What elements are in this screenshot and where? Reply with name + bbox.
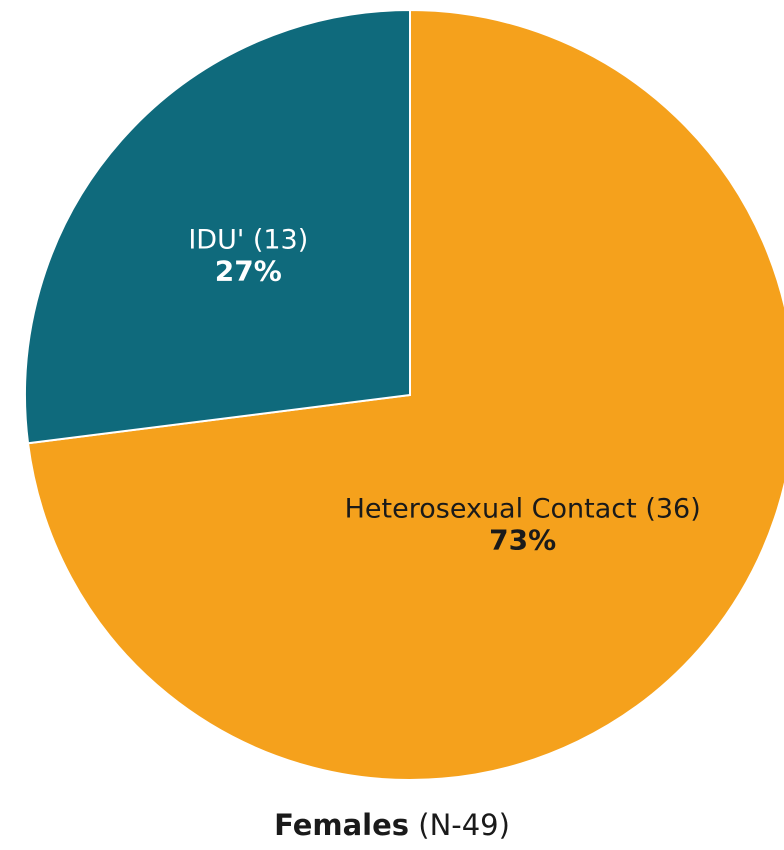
chart-caption: Females (N-49) xyxy=(0,808,784,842)
caption-sub: (N-49) xyxy=(418,808,510,842)
caption-main: Females xyxy=(274,808,410,842)
pie-slice-label-1: IDU' (13) xyxy=(188,224,308,255)
pie-labels: Heterosexual Contact (36)73% IDU' (13)27% xyxy=(188,224,700,556)
pie-slice-label-0: Heterosexual Contact (36) xyxy=(345,493,701,524)
pie-slice-percent-0: 73% xyxy=(489,523,556,556)
pie-slice-1 xyxy=(24,8,411,445)
pie-slice-percent-1: 27% xyxy=(215,254,282,287)
pie-slices xyxy=(24,8,784,781)
pie-slice-0 xyxy=(26,8,784,781)
